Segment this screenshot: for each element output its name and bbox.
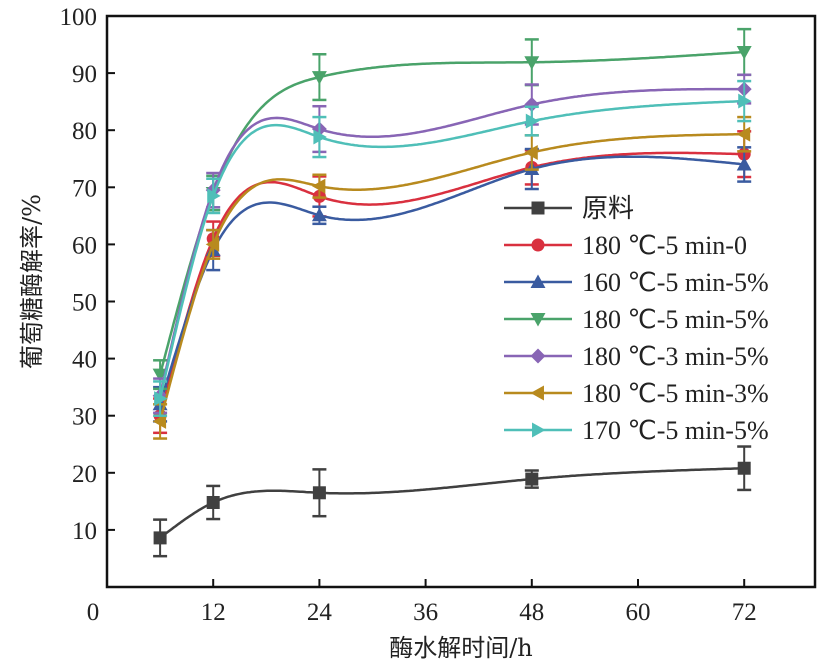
legend-item: 原料 <box>504 194 634 223</box>
legend-label: 原料 <box>582 194 634 223</box>
legend-label: 180 ℃-3 min-5% <box>582 342 769 371</box>
x-tick-label: 36 <box>413 599 438 626</box>
data-point <box>736 126 751 142</box>
data-point <box>311 178 326 194</box>
series-line <box>159 466 745 539</box>
data-point <box>312 486 326 500</box>
data-point <box>205 236 220 252</box>
legend-label: 180 ℃-5 min-0 <box>582 231 747 260</box>
data-point <box>737 461 751 475</box>
x-tick-label: 0 <box>87 599 100 626</box>
series-0 <box>153 445 752 558</box>
y-tick-label: 60 <box>72 232 97 259</box>
legend-label: 180 ℃-5 min-3% <box>582 379 769 408</box>
data-point <box>207 188 221 204</box>
series-layer <box>152 27 752 558</box>
x-axis-title: 酶水解时间/h <box>389 634 533 662</box>
series-line <box>158 155 745 405</box>
legend-marker <box>530 385 544 401</box>
series-line <box>158 50 745 375</box>
series-line <box>158 99 745 399</box>
y-tick-label: 80 <box>72 118 97 145</box>
x-tick-label: 12 <box>201 599 226 626</box>
legend-label: 170 ℃-5 min-5% <box>582 416 769 445</box>
y-tick-label: 100 <box>60 4 98 31</box>
y-tick-label: 10 <box>72 518 97 545</box>
legend-item: 180 ℃-5 min-3% <box>504 379 769 408</box>
legend-item: 180 ℃-5 min-5% <box>504 305 769 334</box>
data-point <box>313 129 327 145</box>
legend-marker <box>530 274 546 288</box>
data-point <box>206 495 220 509</box>
data-point <box>154 391 168 407</box>
y-tick-label: 50 <box>72 290 97 317</box>
data-point <box>152 368 168 383</box>
data-point <box>524 97 540 112</box>
data-point <box>738 93 752 109</box>
legend: 原料 180 ℃-5 min-0 160 ℃-5 min-5% 180 ℃-5 min… <box>504 194 769 445</box>
y-tick-label: 90 <box>72 61 97 88</box>
x-tick-label: 72 <box>732 599 757 626</box>
y-axis: 10 20 30 40 50 60 70 80 90 100 <box>60 4 115 545</box>
x-tick-label: 24 <box>307 599 333 626</box>
y-tick-label: 20 <box>72 461 97 488</box>
legend-item: 180 ℃-3 min-5% <box>504 342 769 371</box>
x-axis: 0 12 24 36 48 60 72 <box>87 579 757 626</box>
data-point <box>524 144 538 160</box>
legend-label: 180 ℃-5 min-5% <box>582 305 769 334</box>
legend-marker <box>532 422 546 438</box>
series-line <box>158 132 745 422</box>
x-tick-label: 60 <box>626 599 651 626</box>
data-point <box>152 413 167 429</box>
data-point <box>524 56 540 70</box>
series-5 <box>152 115 752 440</box>
y-tick-label: 70 <box>72 175 97 202</box>
x-tick-label: 48 <box>519 599 544 626</box>
data-point <box>525 472 539 486</box>
y-axis-title: 葡萄糖酶解率/% <box>18 194 46 369</box>
data-point <box>525 113 540 129</box>
legend-marker <box>530 313 546 327</box>
legend-item: 170 ℃-5 min-5% <box>504 416 769 445</box>
legend-item: 180 ℃-5 min-0 <box>504 231 747 260</box>
legend-marker <box>530 348 546 364</box>
data-point <box>736 45 752 60</box>
series-6 <box>153 79 752 417</box>
y-tick-label: 30 <box>72 404 97 431</box>
y-tick-label: 40 <box>72 347 97 374</box>
series-line <box>158 87 745 396</box>
data-point <box>311 71 327 85</box>
data-point <box>153 531 167 545</box>
legend-item: 160 ℃-5 min-5% <box>504 268 769 297</box>
legend-marker <box>531 201 545 215</box>
legend-label: 160 ℃-5 min-5% <box>582 268 769 297</box>
data-point <box>736 156 752 171</box>
legend-marker <box>531 238 545 252</box>
data-point <box>311 207 327 222</box>
series-3 <box>152 27 752 391</box>
